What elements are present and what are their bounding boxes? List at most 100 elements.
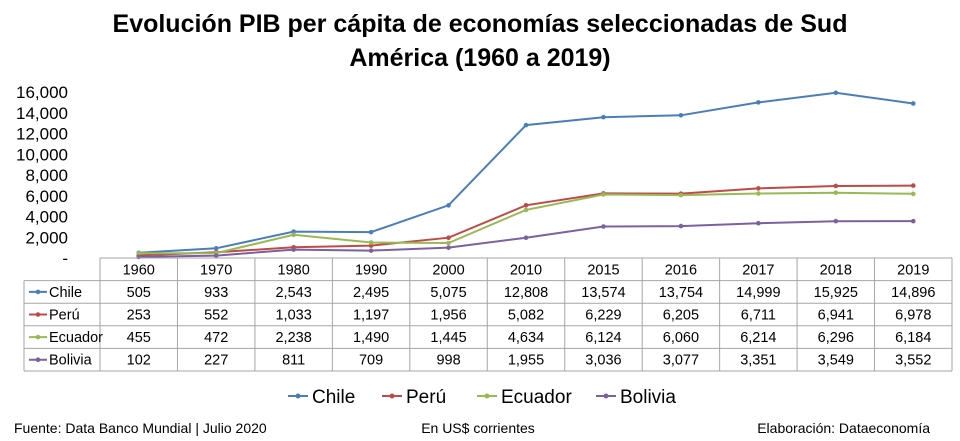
plot-area (136, 90, 916, 260)
y-tick-label: 14,000 (16, 104, 68, 123)
data-label: 1,956 (430, 307, 466, 323)
footer-credit: Elaboración: Dataeconomía (757, 420, 930, 436)
data-label: 6,060 (663, 330, 699, 346)
data-point-chile (446, 203, 451, 208)
data-point-chile (291, 229, 296, 234)
table-series-name: Bolivia (49, 353, 93, 369)
data-point-ecuador (601, 192, 606, 197)
table-legend-key-marker (35, 334, 41, 340)
data-label: 227 (204, 353, 228, 369)
data-point-ecuador (136, 250, 142, 256)
data-point-bolivia (291, 247, 296, 252)
data-label: 6,296 (818, 330, 854, 346)
chart-title-line1: Evolución PIB per cápita de economías se… (113, 10, 848, 38)
legend-label-perú: Perú (406, 387, 446, 408)
x-tick-label: 2015 (587, 262, 619, 278)
data-label: 4,634 (508, 330, 544, 346)
data-label: 2,495 (353, 285, 389, 301)
data-point-bolivia (136, 254, 142, 260)
table-series-name: Ecuador (49, 330, 103, 346)
data-point-chile (601, 114, 606, 120)
table-legend-key-marker (35, 357, 41, 363)
y-tick-label: 6,000 (25, 187, 68, 206)
data-point-perú (756, 186, 761, 191)
data-label: 1,955 (508, 353, 544, 369)
data-table: 1960 1970 1980 1990 2000 2010 2015 2016 2017 2018… (23, 257, 953, 372)
data-point-bolivia (833, 218, 839, 224)
data-label: 5,075 (430, 285, 466, 301)
y-tick-label: 4,000 (25, 208, 68, 227)
data-label: 811 (282, 353, 305, 369)
data-point-chile (910, 101, 916, 106)
x-tick-label: 1960 (123, 262, 155, 278)
data-label: 1,445 (430, 330, 466, 346)
legend: Chile Perú Ecuador Bolivia (288, 387, 676, 408)
data-label: 6,229 (585, 307, 621, 323)
data-point-chile (678, 113, 684, 118)
data-label: 998 (436, 353, 460, 369)
footer-source: Fuente: Data Banco Mundial | Julio 2020 (14, 420, 267, 436)
x-tick-label: 2016 (665, 262, 697, 278)
data-point-bolivia (601, 224, 606, 229)
x-tick-label: 1970 (200, 262, 232, 278)
legend-key-marker-perú (389, 393, 395, 399)
x-tick-label: 2010 (510, 262, 542, 278)
data-point-ecuador (368, 240, 374, 245)
data-label: 6,214 (740, 330, 776, 346)
y-tick-label: 10,000 (16, 145, 68, 164)
x-tick-label: 2000 (432, 262, 464, 278)
chart-title-line2: América (1960 a 2019) (349, 44, 610, 72)
data-label: 472 (204, 330, 228, 346)
table-legend-key-marker (35, 289, 41, 295)
data-point-bolivia (910, 218, 916, 224)
data-label: 505 (127, 285, 151, 301)
x-tick-label: 2017 (742, 262, 774, 278)
data-label: 933 (204, 285, 228, 301)
data-label: 3,077 (663, 353, 699, 369)
footer-units: En US$ corrientes (421, 420, 535, 436)
data-label: 3,549 (818, 353, 854, 369)
data-label: 709 (359, 353, 383, 369)
data-label: 3,552 (895, 353, 931, 369)
data-point-bolivia (446, 245, 451, 250)
y-tick-label: 8,000 (25, 166, 68, 185)
data-point-ecuador (523, 207, 529, 213)
x-tick-label: 2018 (820, 262, 852, 278)
data-label: 6,941 (818, 307, 854, 323)
x-tick-label: 1980 (278, 262, 310, 278)
data-point-bolivia (678, 223, 684, 229)
data-label: 102 (127, 353, 151, 369)
data-point-chile (368, 229, 374, 235)
data-point-perú (446, 235, 451, 241)
data-label: 12,808 (504, 285, 548, 301)
data-label: 5,082 (508, 307, 544, 323)
data-label: 3,036 (585, 353, 621, 369)
data-label: 6,711 (741, 307, 776, 323)
data-point-perú (910, 183, 916, 188)
legend-key-marker-chile (295, 393, 301, 399)
data-label: 2,238 (275, 330, 311, 346)
series-line-chile (138, 91, 914, 254)
data-label: 13,754 (659, 285, 703, 301)
data-label: 1,197 (353, 307, 389, 323)
data-label: 455 (127, 330, 151, 346)
data-label: 1,490 (353, 330, 389, 346)
data-point-bolivia (368, 248, 374, 253)
legend-label-chile: Chile (312, 387, 355, 408)
data-point-perú (523, 202, 529, 208)
data-label: 6,124 (585, 330, 621, 346)
data-label: 13,574 (581, 285, 625, 301)
data-label: 253 (127, 307, 151, 323)
data-point-ecuador (291, 232, 296, 238)
data-label: 3,351 (740, 353, 776, 369)
data-point-chile (756, 100, 761, 105)
y-tick-label: - (62, 249, 68, 268)
x-tick-label: 2019 (897, 262, 929, 278)
data-point-bolivia (523, 235, 529, 241)
legend-label-ecuador: Ecuador (501, 387, 572, 408)
y-tick-label: 16,000 (16, 83, 68, 102)
data-label: 552 (204, 307, 228, 323)
legend-key-marker-ecuador (484, 393, 490, 399)
